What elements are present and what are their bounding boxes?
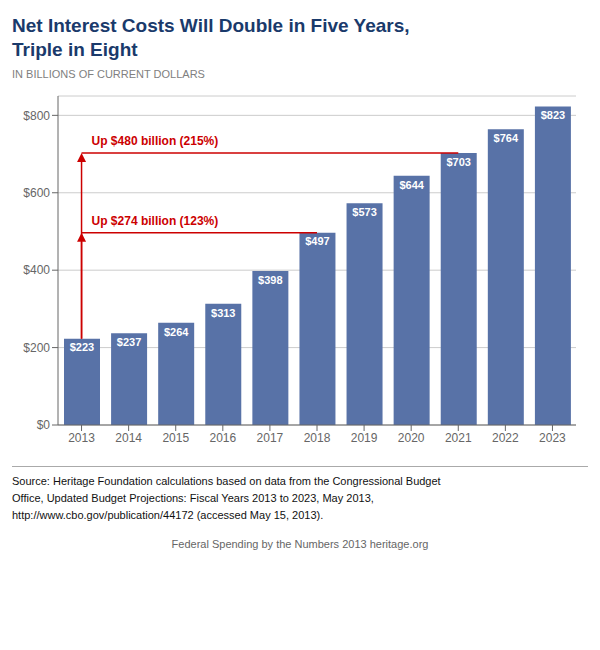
svg-text:2016: 2016 <box>209 431 236 445</box>
svg-text:$573: $573 <box>352 206 376 218</box>
svg-text:$200: $200 <box>23 341 50 355</box>
svg-text:$313: $313 <box>211 307 235 319</box>
svg-text:$223: $223 <box>70 341 94 353</box>
svg-text:$400: $400 <box>23 263 50 277</box>
svg-text:2017: 2017 <box>257 431 284 445</box>
svg-text:$764: $764 <box>494 132 519 144</box>
html-text:Source: Heritage Foundation ca: Source: Heritage Foundation calculations… <box>12 475 441 487</box>
html-text:IN BILLIONS OF CURRENT DOLLARS: IN BILLIONS OF CURRENT DOLLARS <box>12 68 205 80</box>
svg-text:2019: 2019 <box>351 431 378 445</box>
svg-text:$703: $703 <box>446 156 470 168</box>
svg-text:2018: 2018 <box>304 431 331 445</box>
svg-text:2014: 2014 <box>115 431 142 445</box>
svg-text:$0: $0 <box>37 418 51 432</box>
svg-text:$600: $600 <box>23 186 50 200</box>
html-text:Net Interest Costs Will Double: Net Interest Costs Will Double in Five Y… <box>12 15 410 36</box>
html-text:http://www.cbo.gov/publication: http://www.cbo.gov/publication/44172 (ac… <box>12 509 324 521</box>
svg-text:$264: $264 <box>164 326 189 338</box>
svg-text:2015: 2015 <box>162 431 189 445</box>
svg-text:Up $480 billion (215%): Up $480 billion (215%) <box>92 134 219 148</box>
svg-text:2023: 2023 <box>539 431 566 445</box>
html-text:Triple in Eight: Triple in Eight <box>12 39 138 60</box>
svg-text:$823: $823 <box>541 109 565 121</box>
html-text:Federal Spending by the Number: Federal Spending by the Numbers 2013 her… <box>171 538 429 550</box>
svg-text:Up $274 billion (123%): Up $274 billion (123%) <box>92 214 219 228</box>
svg-text:2020: 2020 <box>398 431 425 445</box>
html-text:Office, Updated Budget Project: Office, Updated Budget Projections: Fisc… <box>12 492 374 504</box>
svg-text:$398: $398 <box>258 274 282 286</box>
svg-text:2013: 2013 <box>68 431 95 445</box>
svg-text:2021: 2021 <box>445 431 472 445</box>
svg-text:2022: 2022 <box>492 431 519 445</box>
svg-text:$237: $237 <box>117 336 141 348</box>
svg-text:$497: $497 <box>305 235 329 247</box>
svg-text:$644: $644 <box>399 179 424 191</box>
svg-text:$800: $800 <box>23 109 50 123</box>
